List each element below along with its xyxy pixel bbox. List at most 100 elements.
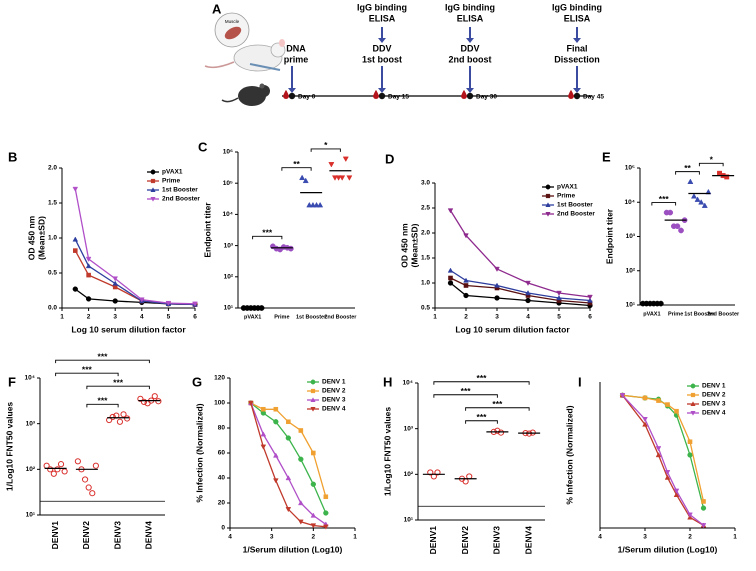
data-point [724, 174, 730, 180]
data-point [313, 201, 320, 208]
legend-marker [150, 178, 156, 184]
data-point [57, 461, 65, 468]
data-point [462, 478, 469, 485]
y-tick-label: 100 [214, 400, 225, 407]
legend-label: DENV 4 [702, 410, 726, 417]
timeline-label: IgG binding [445, 2, 495, 12]
legend-label: DENV 3 [702, 401, 726, 408]
significance-label: * [324, 140, 328, 150]
timepoint [466, 92, 474, 100]
data-point [138, 297, 145, 303]
significance-label: *** [461, 386, 472, 396]
day-label: Day 45 [583, 94, 604, 101]
significance-label: ** [293, 159, 300, 169]
x-tick-label: 3 [495, 314, 499, 321]
data-point [667, 209, 674, 216]
y-tick-label: 10² [404, 471, 414, 478]
legend-marker [545, 184, 551, 190]
data-point [687, 178, 694, 184]
arrow-head [466, 88, 474, 93]
x-tick-label: DENV1 [428, 526, 438, 555]
data-point [288, 245, 294, 252]
data-point [665, 402, 670, 407]
significance-label: * [710, 155, 714, 165]
y-tick-label: 0.5 [421, 305, 430, 312]
legend-label: DENV 1 [322, 379, 346, 386]
significance-bracket [252, 235, 283, 240]
y-tick-label: 10⁵ [625, 165, 635, 172]
data-point [463, 283, 469, 288]
legend-marker [310, 388, 316, 394]
y-tick-label: 1.5 [421, 255, 430, 262]
y-tick-label: 2.0 [48, 165, 57, 172]
significance-bracket [698, 162, 724, 167]
x-tick-label: 5 [557, 314, 561, 321]
data-point [155, 398, 162, 405]
blood-drop [461, 90, 467, 99]
data-point [448, 275, 453, 281]
data-point [85, 296, 92, 302]
arrow-head [466, 38, 474, 43]
data-point [273, 452, 279, 458]
data-point [587, 294, 593, 300]
legend-label: Prime [162, 178, 180, 185]
data-point [701, 202, 708, 208]
y-tick-label: 10¹ [404, 517, 413, 524]
arrow-head [378, 88, 386, 93]
y-axis-label: 1/Log10 FNT50 values [382, 407, 392, 497]
data-point [674, 408, 679, 414]
timeline-label: Final [566, 43, 587, 53]
y-axis-label: Endpoint titer [202, 202, 212, 258]
legend-label: DENV 3 [322, 397, 346, 404]
x-tick-label: DENV3 [492, 526, 502, 555]
y-tick-label: 10³ [224, 242, 234, 249]
significance-label: *** [98, 396, 109, 406]
y-tick-label: 10² [626, 267, 636, 274]
legend-label: 2nd Booster [162, 196, 200, 203]
timeline-label: DNA [286, 43, 306, 53]
y-tick-label: 10¹ [626, 302, 635, 309]
y-tick-label: 10⁴ [625, 199, 635, 206]
series-line [450, 282, 591, 307]
day-label: Day 0 [298, 94, 316, 101]
day-label: Day 30 [476, 94, 497, 101]
y-tick-label: 10⁴ [25, 375, 35, 382]
arrow-head [573, 38, 581, 43]
data-point [317, 201, 324, 208]
timeline-label: ELISA [457, 13, 484, 23]
significance-label: *** [98, 351, 109, 361]
x-tick-label: 2nd Booster [324, 314, 357, 320]
muscle-label: Muscle [225, 19, 240, 24]
series-line [74, 239, 196, 306]
data-point [310, 512, 317, 518]
y-axis-label: % Infection (Normalized) [194, 403, 204, 502]
data-point [525, 280, 531, 286]
legend-label: pVAX1 [557, 184, 578, 191]
x-tick-label: DENV3 [112, 521, 122, 550]
data-point [700, 523, 707, 529]
y-tick-label: 10⁴ [403, 380, 413, 387]
y-tick-label: 0.0 [48, 305, 57, 312]
series-line [74, 188, 196, 305]
panel-letter: I [578, 374, 582, 389]
x-tick-label: DENV1 [50, 521, 60, 550]
y-tick-label: 40 [218, 475, 226, 482]
data-point [299, 174, 306, 181]
data-point [273, 406, 279, 412]
significance-bracket [281, 167, 312, 171]
data-point [328, 162, 335, 168]
x-tick-label: DENV2 [81, 521, 91, 550]
data-point [86, 272, 91, 278]
data-point [642, 421, 648, 427]
data-point [89, 490, 96, 497]
significance-label: *** [492, 399, 503, 409]
x-tick-label: 2 [312, 534, 316, 541]
data-point [124, 415, 131, 422]
data-point [447, 280, 454, 286]
y-tick-label: 80 [218, 425, 226, 432]
y-tick-label: 1.5 [48, 200, 57, 207]
x-tick-label: 2nd Booster [707, 311, 740, 317]
data-point [494, 266, 500, 272]
data-point [463, 277, 469, 283]
data-point [619, 393, 626, 399]
